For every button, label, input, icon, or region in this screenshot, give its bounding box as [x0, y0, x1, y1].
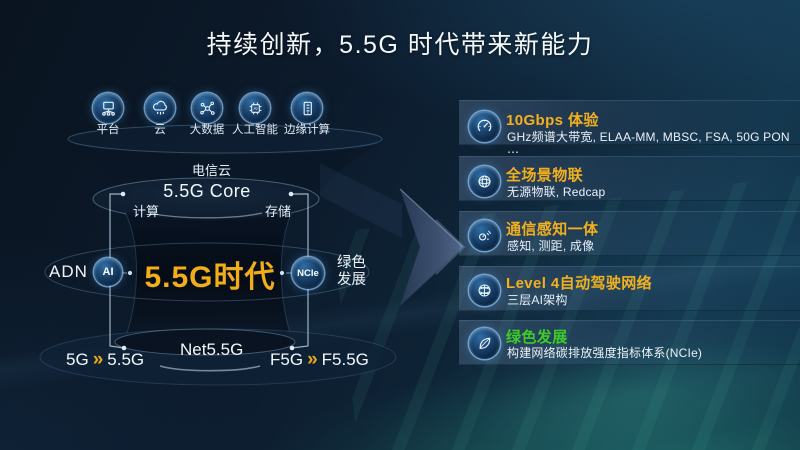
edge-computing-icon [292, 93, 322, 123]
cloud-icon [145, 93, 175, 123]
era-label: 5.5G时代 [144, 261, 276, 294]
feature-band [459, 266, 800, 311]
feature-title-green: 绿色发展 [506, 329, 568, 346]
ai-chip-icon: AI [240, 93, 270, 123]
adn-label: ADN [49, 262, 88, 281]
feature-subtitle-10gbps: GHz频谱大带宽, ELAA-MM, MBSC, FSA, 50G PON ⋯ [507, 130, 790, 159]
fixed-from-label: F5G [270, 350, 304, 369]
ncie-badge-label: NCIe [297, 267, 319, 279]
mobile-evolution: 5G » 5.5G [66, 350, 144, 370]
feature-band [459, 320, 800, 365]
ncie-badge: NCIe [292, 257, 324, 289]
fixed-evolution: F5G » F5.5G [270, 350, 369, 370]
speed-gauge-icon [469, 111, 500, 142]
iot-globe-icon [469, 166, 500, 197]
feature-title-iot: 全场景物联 [506, 167, 584, 184]
green-leaf-icon [469, 328, 500, 359]
feature-title-autonomous: Level 4自动驾驶网络 [506, 275, 653, 292]
feature-band [459, 156, 800, 201]
feature-subtitle-autonomous: 三层AI架构 [507, 293, 568, 307]
storage-label: 存储 [265, 204, 292, 219]
node-label-platform: 平台 [96, 124, 120, 136]
double-chevron-icon: » [92, 348, 104, 370]
feature-band [459, 211, 800, 256]
slide-title: 持续创新，5.5G 时代带来新能力 [206, 31, 594, 59]
node-label-bigdata: 大数据 [189, 124, 225, 136]
feature-subtitle-green: 构建网络碳排放强度指标体系(NCIe) [507, 346, 703, 360]
feature-subtitle-sensing: 感知, 测距, 成像 [507, 239, 595, 253]
node-label-ai: 人工智能 [232, 124, 278, 136]
mobile-to-label: 5.5G [107, 350, 145, 369]
feature-subtitle-iot: 无源物联, Redcap [507, 185, 606, 199]
telecom-cloud-label: 电信云 [192, 163, 232, 178]
node-label-cloud: 云 [154, 124, 166, 136]
bigdata-icon [192, 93, 222, 123]
fixed-to-label: F5.5G [321, 350, 369, 369]
feature-title-10gbps: 10Gbps 体验 [506, 112, 599, 129]
autonomous-network-icon [469, 275, 500, 306]
ai-badge-label: AI [102, 266, 114, 278]
double-chevron-icon: » [307, 348, 318, 370]
core-label: 5.5G Core [163, 181, 251, 201]
feature-title-sensing: 通信感知一体 [506, 221, 599, 238]
ai-badge: AI [94, 258, 122, 286]
green-development-label: 绿色发展 [337, 255, 366, 288]
sensing-icon [469, 220, 500, 251]
platform-icon [93, 93, 123, 123]
mobile-from-label: 5G [66, 350, 89, 369]
node-label-edge: 边缘计算 [284, 124, 330, 136]
net55g-label: Net5.5G [180, 340, 244, 359]
feature-band [459, 100, 800, 145]
svg-text:AI: AI [253, 106, 257, 111]
compute-label: 计算 [133, 204, 160, 219]
